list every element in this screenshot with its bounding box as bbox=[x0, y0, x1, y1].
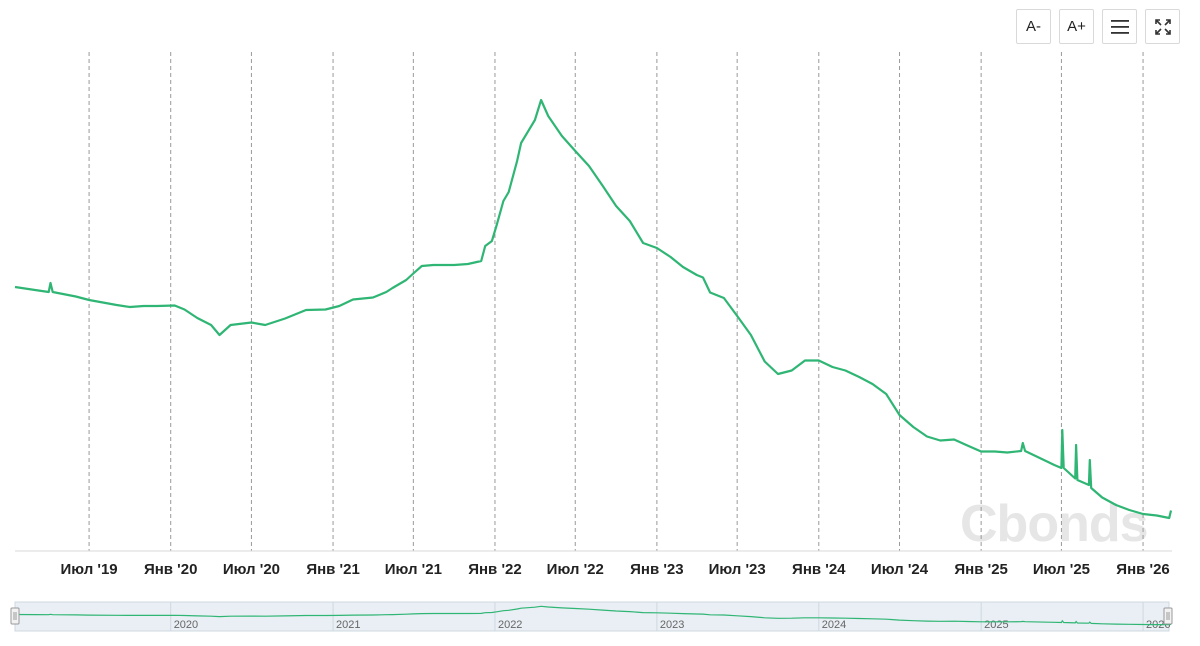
x-tick-label: Июл '23 bbox=[709, 561, 766, 578]
vertical-grid bbox=[88, 52, 1144, 551]
x-tick-label: Янв '21 bbox=[306, 561, 359, 578]
navigator-tick-label: 2025 bbox=[984, 619, 1008, 631]
cbonds-watermark: Cbonds bbox=[960, 495, 1148, 553]
x-tick-label: Июл '22 bbox=[547, 561, 604, 578]
navigator-series-line bbox=[14, 605, 1172, 626]
fullscreen-icon bbox=[1154, 18, 1171, 35]
x-axis-ticks: Июл '19 Янв '20 Июл '20 Янв '21 Июл '21 Янв '… bbox=[60, 561, 1169, 578]
x-tick-label: Июл '21 bbox=[385, 561, 442, 578]
x-tick-label: Янв '20 bbox=[144, 561, 197, 578]
series-line bbox=[14, 98, 1173, 520]
fullscreen-button[interactable] bbox=[1145, 9, 1180, 44]
navigator-tick-label: 2021 bbox=[336, 619, 360, 631]
x-tick-label: Янв '24 bbox=[792, 561, 846, 578]
x-tick-label: Янв '25 bbox=[954, 561, 1007, 578]
chart-toolbar: A- A+ bbox=[1016, 9, 1180, 44]
navigator-tick-label: 2020 bbox=[174, 619, 198, 631]
navigator-tick-label: 2023 bbox=[660, 619, 684, 631]
x-tick-label: Янв '23 bbox=[630, 561, 683, 578]
font-increase-button[interactable]: A+ bbox=[1059, 9, 1094, 44]
x-tick-label: Янв '26 bbox=[1116, 561, 1169, 578]
hamburger-menu-icon bbox=[1110, 19, 1129, 34]
navigator-right-handle[interactable] bbox=[1163, 607, 1173, 625]
menu-button[interactable] bbox=[1102, 9, 1137, 44]
price-chart: Cbonds Июл '19 Янв '20 Июл '20 Янв '21 Июл '… bbox=[14, 52, 1173, 578]
navigator-tick-label: 2024 bbox=[822, 619, 846, 631]
x-tick-label: Июл '20 bbox=[223, 561, 280, 578]
x-tick-label: Июл '24 bbox=[871, 561, 929, 578]
navigator-tick-label: 2022 bbox=[498, 619, 522, 631]
navigator-left-handle[interactable] bbox=[10, 607, 20, 625]
x-tick-label: Июл '25 bbox=[1033, 561, 1090, 578]
x-tick-label: Июл '19 bbox=[60, 561, 117, 578]
font-decrease-button[interactable]: A- bbox=[1016, 9, 1051, 44]
x-tick-label: Янв '22 bbox=[468, 561, 521, 578]
navigator[interactable]: 2020 2021 2022 2023 2024 2025 2026 bbox=[0, 598, 1200, 638]
